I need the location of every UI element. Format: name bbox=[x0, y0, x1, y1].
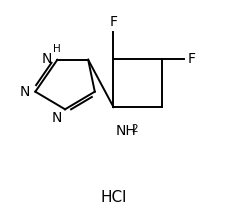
Text: F: F bbox=[187, 52, 195, 66]
Text: NH: NH bbox=[116, 124, 136, 138]
Text: N: N bbox=[51, 112, 62, 126]
Text: F: F bbox=[109, 15, 118, 29]
Text: HCl: HCl bbox=[100, 190, 127, 205]
Text: N: N bbox=[42, 52, 52, 66]
Text: 2: 2 bbox=[131, 124, 138, 134]
Text: N: N bbox=[20, 85, 30, 99]
Text: H: H bbox=[53, 44, 61, 54]
